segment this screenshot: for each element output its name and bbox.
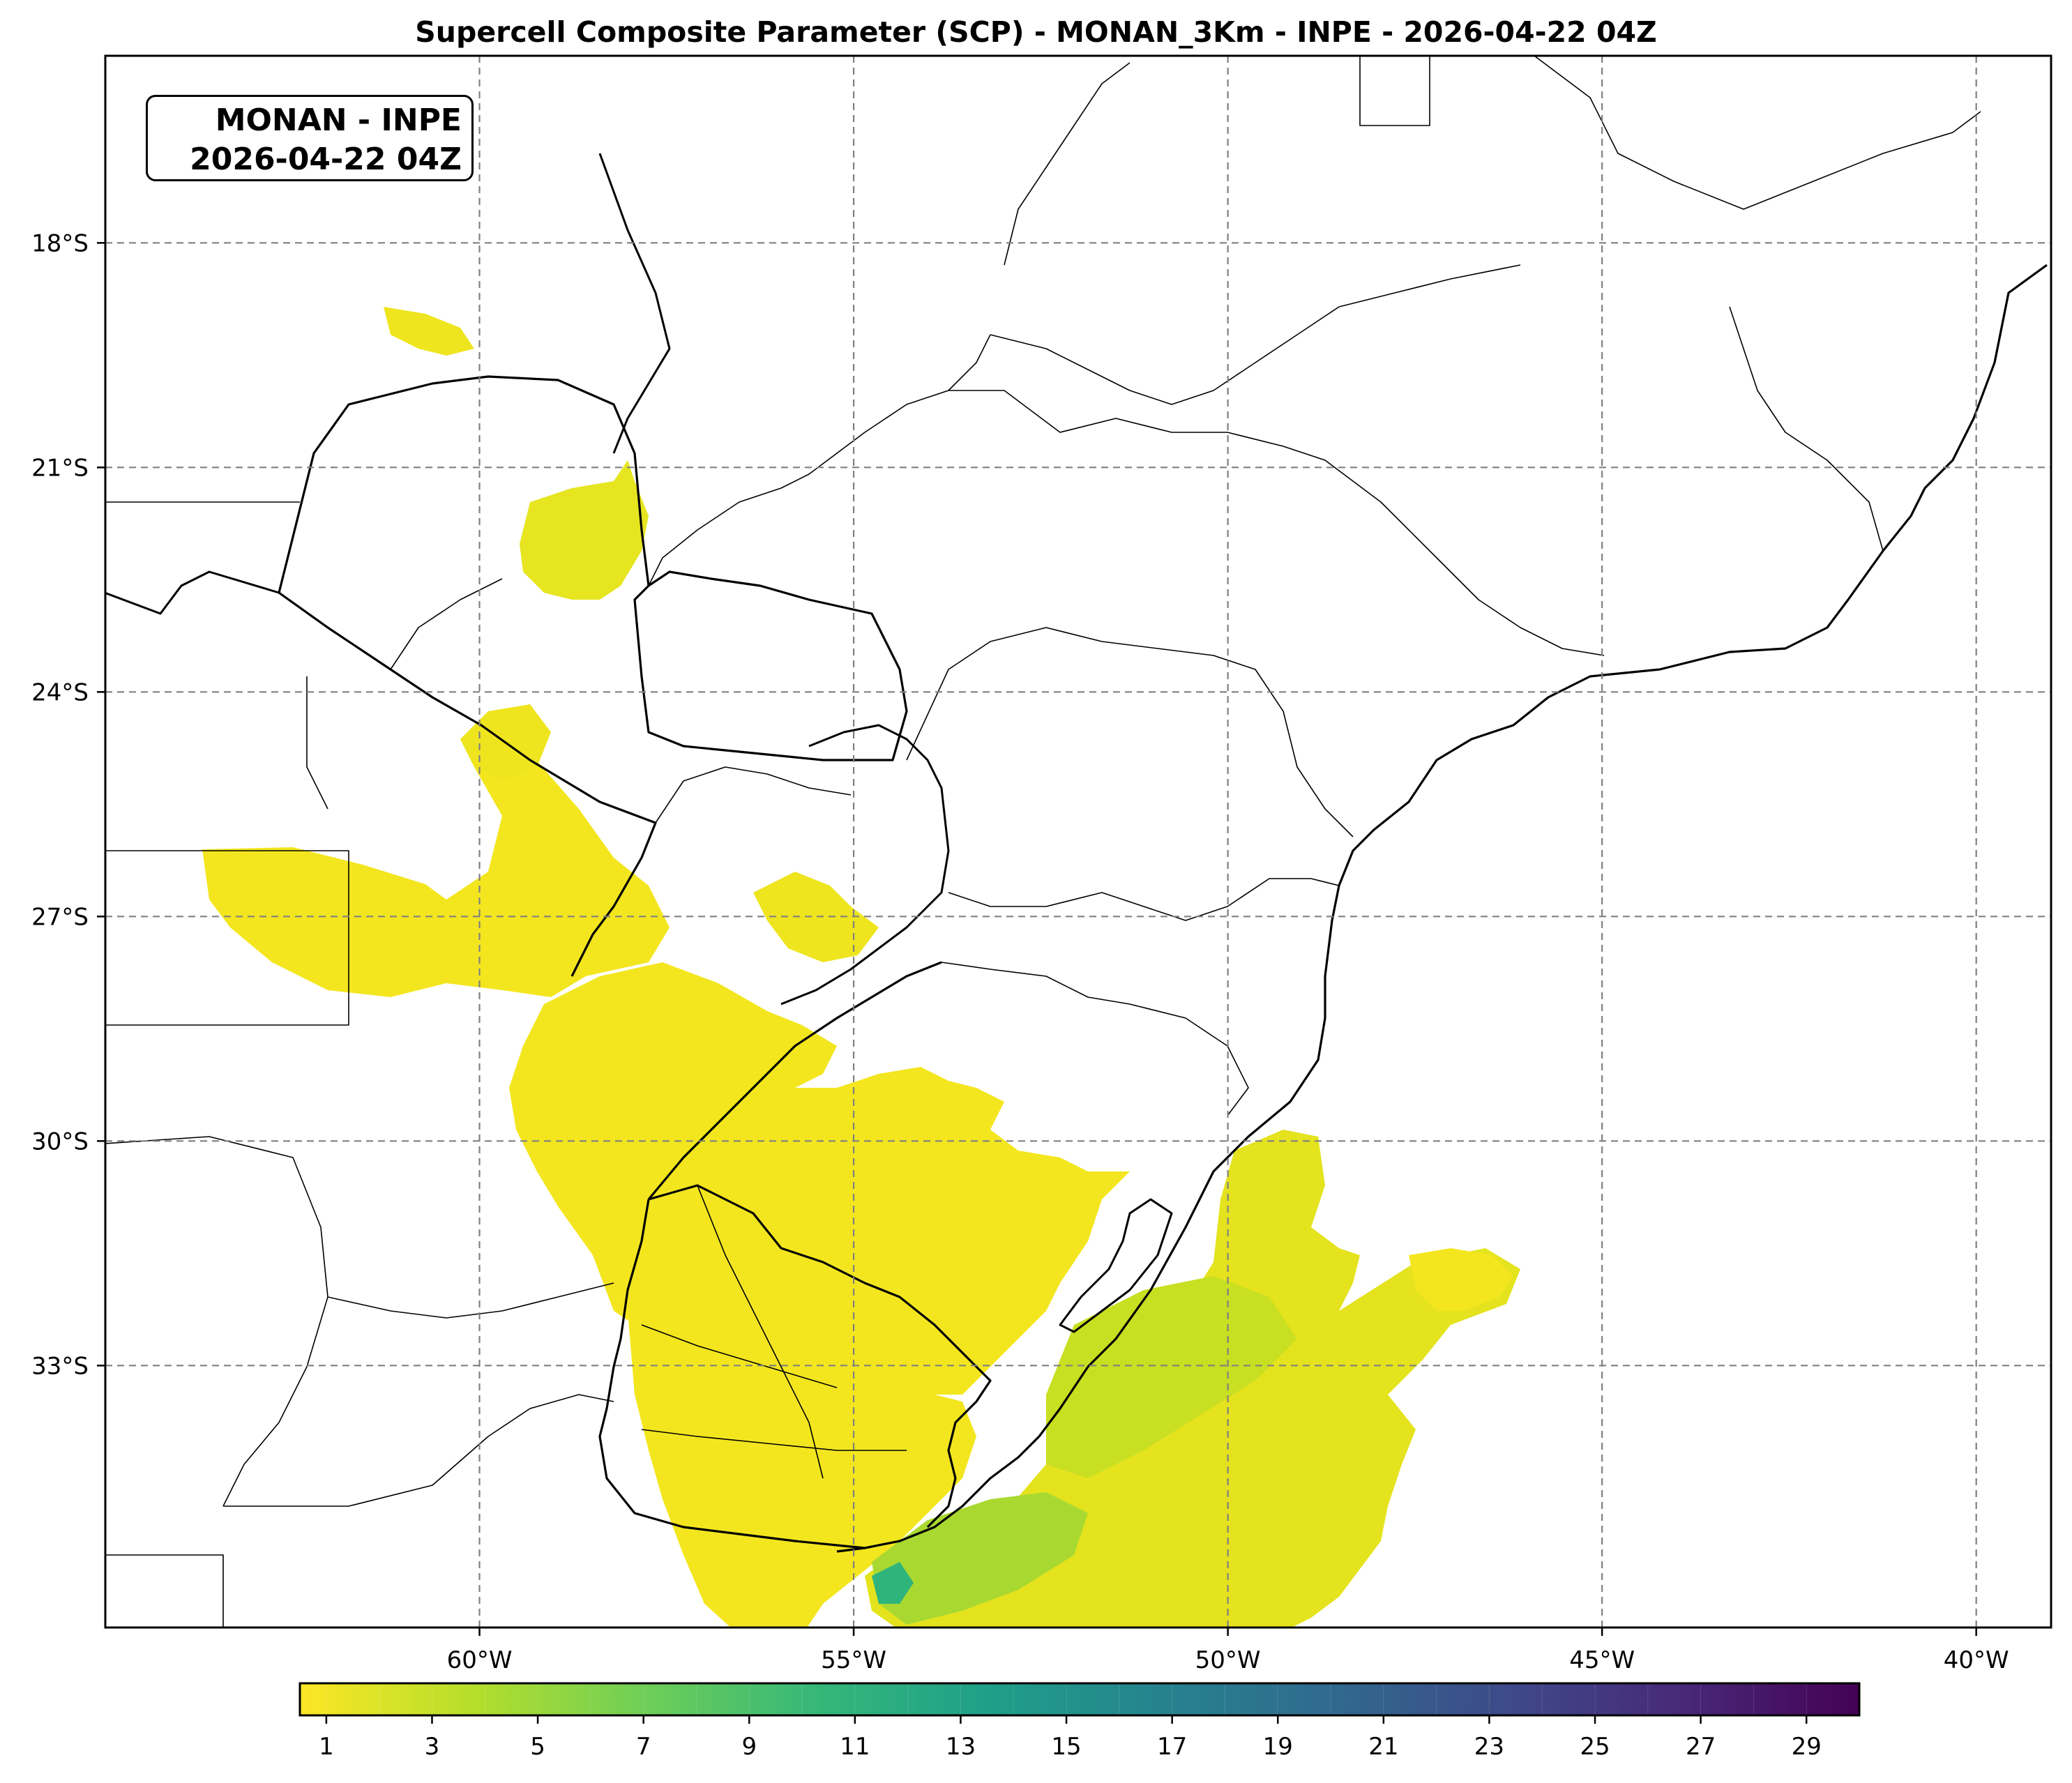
state-line-ar-3 xyxy=(223,1394,614,1507)
border-br-ar xyxy=(647,961,942,1201)
state-line-mg-es xyxy=(1729,306,1884,552)
border-paraguay xyxy=(278,375,908,761)
colorbar-tick-label-6: 13 xyxy=(946,1733,976,1761)
scp-region-green-2 xyxy=(872,1492,1088,1625)
colorbar-tick-label-5: 11 xyxy=(840,1733,870,1761)
state-line-ar-provinces xyxy=(105,850,349,1026)
lat-tick-label-1: 21°S xyxy=(31,454,89,482)
coastline xyxy=(836,264,2048,1553)
colorbar-tick-label-4: 9 xyxy=(741,1733,757,1761)
gridlines xyxy=(105,56,2051,1628)
colorbar-tick-label-12: 25 xyxy=(1580,1733,1610,1761)
state-line-sp-mg xyxy=(948,390,1605,656)
axis-ticks: 60°W 55°W 50°W 45°W 40°W 18°S 21°S 24°S 27°S 30°S… xyxy=(31,229,2009,1674)
colorbar-tick-label-10: 21 xyxy=(1368,1733,1398,1761)
lon-tick-label-2: 50°W xyxy=(1195,1646,1261,1674)
colorbar-tick-label-7: 15 xyxy=(1051,1733,1081,1761)
colorbar-frame xyxy=(298,1682,1861,1717)
stamp-line-2: 2026-04-22 04Z xyxy=(190,142,462,177)
map-area xyxy=(105,56,2048,1628)
lat-tick-label-5: 33°S xyxy=(31,1352,89,1380)
scp-region-central xyxy=(509,962,1130,1395)
border-bo-br xyxy=(105,153,671,615)
colorbar-tick-label-2: 5 xyxy=(530,1733,545,1761)
model-stamp: MONAN - INPE 2026-04-22 04Z xyxy=(146,95,474,181)
border-ar-uy xyxy=(598,1199,865,1549)
colorbar-tick-label-14: 29 xyxy=(1792,1733,1822,1761)
state-line-go-mg xyxy=(990,264,1521,405)
colorbar-tick-label-13: 27 xyxy=(1686,1733,1716,1761)
border-br-uy xyxy=(648,1184,992,1528)
colorbar: 1 3 5 7 9 11 13 15 17 19 21 23 25 27 29 xyxy=(298,1682,1861,1761)
border-misiones xyxy=(780,724,950,1006)
state-line-ms-sp xyxy=(648,334,991,586)
state-line-ba xyxy=(1359,56,1430,126)
scp-region-uruguay xyxy=(628,1304,976,1628)
lat-tick-label-4: 30°S xyxy=(31,1128,89,1155)
lon-tick-label-3: 45°W xyxy=(1569,1646,1635,1674)
state-line-uy-depts xyxy=(641,1185,907,1479)
scp-region-north xyxy=(520,460,649,600)
state-line-sc-rs xyxy=(941,962,1249,1116)
lat-tick-label-0: 18°S xyxy=(31,229,89,257)
colorbar-gradient xyxy=(300,1683,1859,1715)
border-py-ar xyxy=(278,591,657,977)
lon-tick-label-4: 40°W xyxy=(1944,1646,2009,1674)
lat-tick-label-2: 24°S xyxy=(31,678,89,706)
stamp-line-1: MONAN - INPE xyxy=(215,103,462,138)
state-line-pr-sc xyxy=(948,878,1340,921)
scp-field xyxy=(202,307,1520,1628)
scp-region-green-1 xyxy=(1046,1276,1297,1478)
scp-region-chaco xyxy=(202,732,670,997)
scp-region-peak xyxy=(872,1562,914,1604)
state-line-mg-ba xyxy=(1004,62,1130,266)
scp-region-patch-1 xyxy=(384,307,474,356)
boundaries xyxy=(105,56,2048,1628)
map-frame xyxy=(104,54,2052,1629)
state-line-ar-2 xyxy=(327,1282,614,1319)
colorbar-tick-label-0: 1 xyxy=(319,1733,334,1761)
state-line-ar-4 xyxy=(105,1554,224,1628)
state-line-py-depts xyxy=(390,578,852,824)
lat-tick-label-3: 27°S xyxy=(31,903,89,931)
colorbar-tick-label-11: 23 xyxy=(1474,1733,1504,1761)
lon-tick-label-0: 60°W xyxy=(447,1646,513,1674)
colorbar-tick-label-3: 7 xyxy=(636,1733,651,1761)
state-line-pr-sp xyxy=(906,627,1354,837)
colorbar-tick-label-1: 3 xyxy=(425,1733,440,1761)
lon-tick-label-1: 55°W xyxy=(821,1646,886,1674)
colorbar-tick-label-9: 19 xyxy=(1263,1733,1293,1761)
scp-region-patch-3 xyxy=(753,872,879,962)
state-line-ne xyxy=(1534,56,1981,210)
state-line-mt xyxy=(105,501,328,810)
colorbar-tick-label-8: 17 xyxy=(1157,1733,1187,1761)
state-line-ar-1 xyxy=(105,1136,328,1507)
scp-region-patch-4 xyxy=(1409,1248,1513,1311)
figure-title: Supercell Composite Parameter (SCP) - MO… xyxy=(415,15,1657,49)
state-lines xyxy=(105,56,1981,1628)
lagoa-dos-patos xyxy=(1059,1198,1173,1333)
